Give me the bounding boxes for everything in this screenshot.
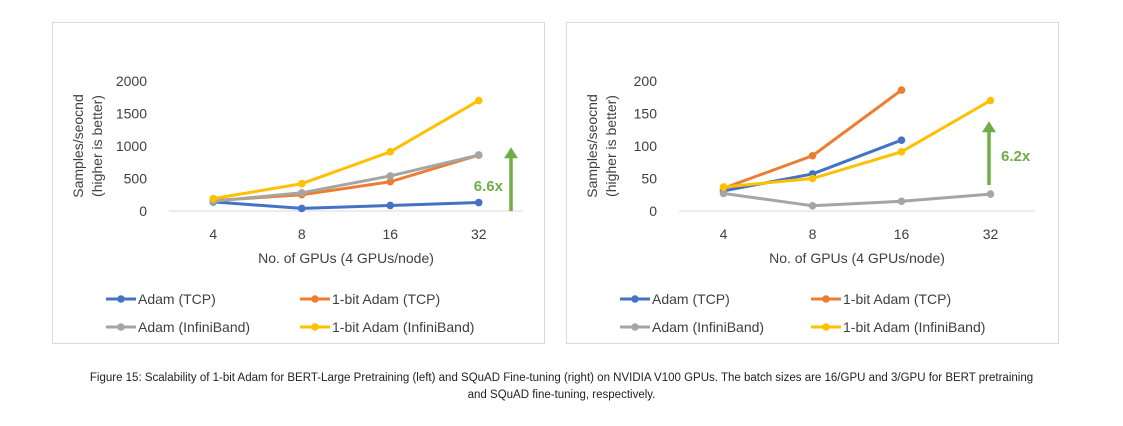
speedup-arrow-head xyxy=(982,121,996,133)
x-tick-label: 8 xyxy=(298,226,306,242)
data-point xyxy=(386,177,395,186)
y-tick-label: 2000 xyxy=(116,73,147,89)
data-point xyxy=(474,198,483,207)
x-tick-label: 32 xyxy=(471,226,487,242)
speedup-label: 6.2x xyxy=(1001,148,1031,165)
y-tick-label: 1000 xyxy=(116,138,147,154)
x-tick-label: 8 xyxy=(809,226,817,242)
data-point xyxy=(386,148,395,156)
legend-swatch-marker xyxy=(822,323,830,331)
data-point xyxy=(209,194,218,203)
legend-swatch-marker xyxy=(631,323,639,331)
x-tick-label: 32 xyxy=(983,226,999,242)
data-point xyxy=(719,189,728,198)
data-point xyxy=(986,190,995,198)
x-tick-label: 16 xyxy=(382,226,398,242)
data-point xyxy=(386,172,395,180)
legend-label-1: Adam (TCP) xyxy=(138,291,216,307)
data-point xyxy=(474,96,483,105)
legend-label-3: Adam (InfiniBand) xyxy=(138,319,250,335)
legend-label-3: Adam (InfiniBand) xyxy=(652,319,764,335)
x-axis-title: No. of GPUs (4 GPUs/node) xyxy=(258,250,434,266)
speedup-arrow-head xyxy=(504,147,518,159)
legend-label-4: 1-bit Adam (InfiniBand) xyxy=(843,319,985,335)
data-point xyxy=(474,151,483,159)
y-tick-label: 0 xyxy=(649,203,657,219)
legend-label-2: 1-bit Adam (TCP) xyxy=(843,291,951,307)
y-tick-label: 150 xyxy=(634,106,658,122)
y-axis-title-line-2: (higher is better) xyxy=(89,95,105,197)
x-axis-title: No. of GPUs (4 GPUs/node) xyxy=(769,250,945,266)
legend-label-4: 1-bit Adam (InfiniBand) xyxy=(332,319,474,335)
y-axis-title-line-2: (higher is better) xyxy=(603,95,619,197)
y-tick-label: 1500 xyxy=(116,106,147,122)
series-line-3 xyxy=(722,191,992,208)
legend-swatch-marker xyxy=(117,323,125,331)
y-tick-label: 200 xyxy=(634,73,658,89)
right-chart: Samples/seocnd (higher is better) 0 50 100 15… xyxy=(584,73,1035,335)
legend-swatch-marker xyxy=(117,295,125,303)
legend-label-2: 1-bit Adam (TCP) xyxy=(332,291,440,307)
series-line-3 xyxy=(211,153,481,203)
x-tick-label: 4 xyxy=(209,226,217,242)
legend-swatch-marker xyxy=(311,295,319,303)
x-tick-label: 16 xyxy=(894,226,910,242)
data-point xyxy=(297,204,306,213)
y-tick-label: 100 xyxy=(634,138,658,154)
data-point xyxy=(719,183,728,191)
left-chart-panel: Samples/seocnd (higher is better) 0 500 1000… xyxy=(52,22,545,344)
data-point xyxy=(897,197,906,206)
y-axis-title-line-1: Samples/seocnd xyxy=(584,94,600,198)
series-line-4 xyxy=(722,99,992,189)
caption-line-2: and SQuAD fine-tuning, respectively. xyxy=(467,389,656,401)
y-tick-label: 0 xyxy=(139,203,147,219)
legend-swatch-marker xyxy=(311,323,319,331)
y-axis-title-line-1: Samples/seocnd xyxy=(70,94,86,198)
data-point xyxy=(808,151,817,160)
data-point xyxy=(297,189,306,197)
data-point xyxy=(297,179,306,188)
speedup-label: 6.6x xyxy=(474,178,504,195)
data-point xyxy=(897,86,906,94)
data-point xyxy=(808,174,817,183)
legend-swatch-marker xyxy=(822,295,830,303)
x-tick-label: 4 xyxy=(720,226,728,242)
figure-caption: Figure 15: Scalability of 1-bit Adam for… xyxy=(20,370,1103,404)
legend-swatch-marker xyxy=(631,295,639,303)
caption-line-1: Figure 15: Scalability of 1-bit Adam for… xyxy=(89,372,1034,384)
data-point xyxy=(808,202,817,210)
data-point xyxy=(986,96,995,105)
data-point xyxy=(897,136,906,144)
legend-label-1: Adam (TCP) xyxy=(652,291,730,307)
series-line-4 xyxy=(211,99,481,201)
data-point xyxy=(386,201,395,210)
series-line-2 xyxy=(211,153,481,203)
series-line-1 xyxy=(211,200,481,210)
y-tick-label: 500 xyxy=(124,171,148,187)
left-chart: Samples/seocnd (higher is better) 0 500 1000… xyxy=(70,73,523,335)
data-point xyxy=(897,148,906,156)
y-tick-label: 50 xyxy=(641,171,657,187)
right-chart-panel: Samples/seocnd (higher is better) 0 50 100 15… xyxy=(566,22,1059,344)
